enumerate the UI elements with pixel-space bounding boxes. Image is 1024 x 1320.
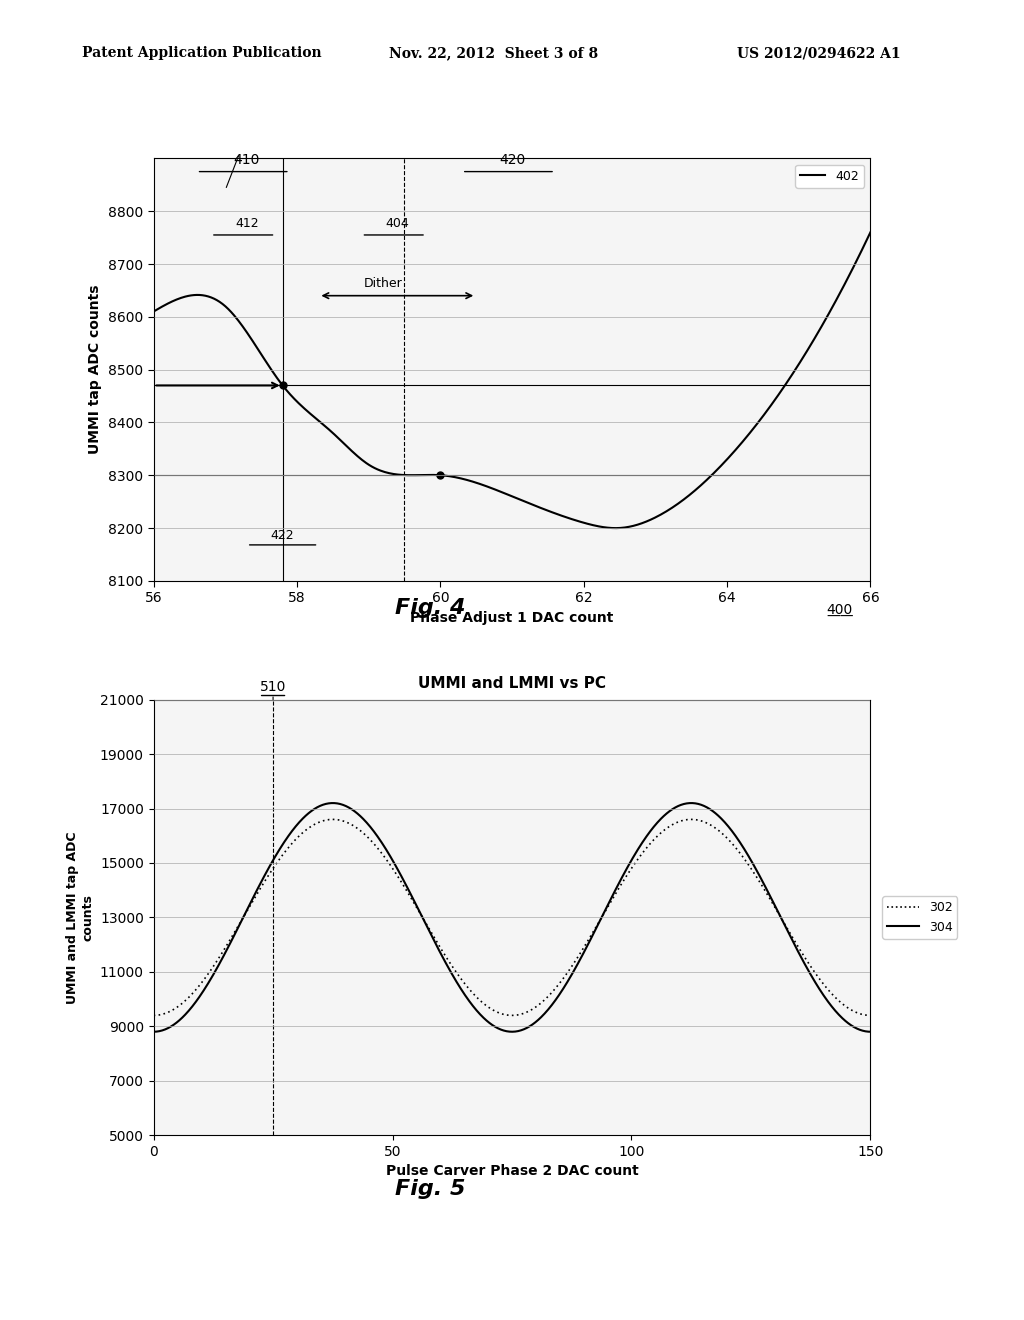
- X-axis label: Pulse Carver Phase 2 DAC count: Pulse Carver Phase 2 DAC count: [386, 1164, 638, 1179]
- Text: Patent Application Publication: Patent Application Publication: [82, 46, 322, 61]
- Text: 410: 410: [233, 153, 260, 166]
- Legend: 302, 304: 302, 304: [883, 896, 957, 939]
- X-axis label: Phase Adjust 1 DAC count: Phase Adjust 1 DAC count: [411, 611, 613, 624]
- Text: 420: 420: [499, 153, 525, 166]
- Title: UMMI and LMMI vs PC: UMMI and LMMI vs PC: [418, 676, 606, 692]
- Text: 404: 404: [385, 216, 410, 230]
- Text: Fig. 5: Fig. 5: [395, 1179, 465, 1199]
- Text: 422: 422: [270, 528, 295, 541]
- Legend: 402: 402: [796, 165, 864, 187]
- Text: Dither: Dither: [364, 277, 402, 290]
- Text: 400: 400: [826, 603, 853, 616]
- Y-axis label: UMMI tap ADC counts: UMMI tap ADC counts: [88, 285, 102, 454]
- Text: Fig. 4: Fig. 4: [395, 598, 465, 618]
- Text: Nov. 22, 2012  Sheet 3 of 8: Nov. 22, 2012 Sheet 3 of 8: [389, 46, 598, 61]
- Text: 510: 510: [260, 680, 287, 694]
- Y-axis label: UMMI and LMMI tap ADC
counts: UMMI and LMMI tap ADC counts: [67, 832, 94, 1003]
- Text: ——: ——: [826, 610, 853, 623]
- Text: 412: 412: [234, 216, 259, 230]
- Text: US 2012/0294622 A1: US 2012/0294622 A1: [737, 46, 901, 61]
